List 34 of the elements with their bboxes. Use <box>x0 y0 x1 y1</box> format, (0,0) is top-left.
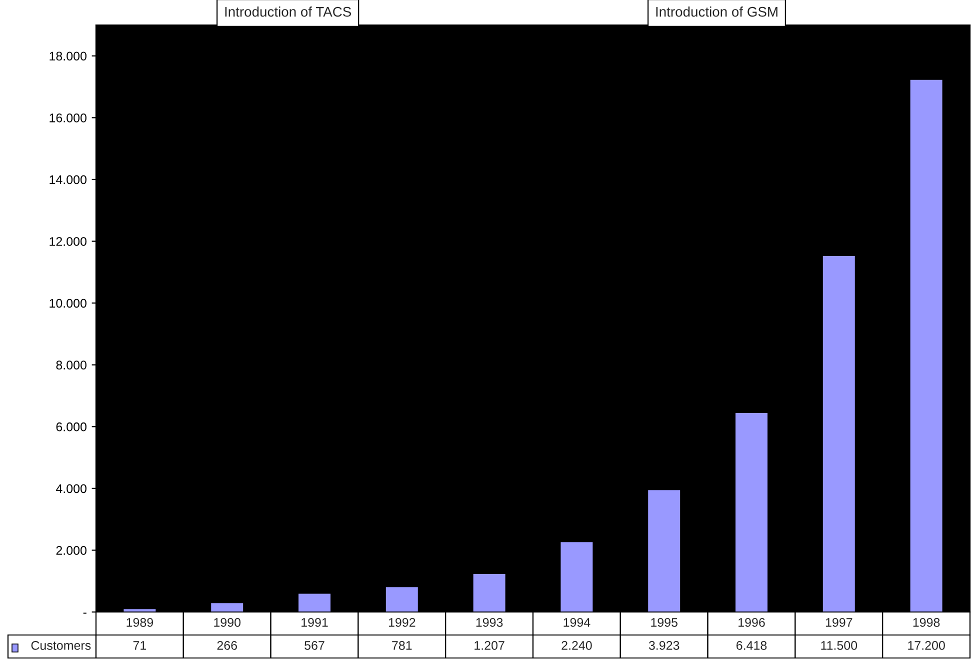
x-tick-label: 1993 <box>476 618 503 627</box>
bar <box>211 603 244 612</box>
data-label: 71 <box>133 641 146 650</box>
y-tick-label: 12.000 <box>50 237 86 246</box>
x-tick-label: 1991 <box>302 618 328 627</box>
y-tick-label: 16.000 <box>50 113 86 122</box>
x-tick-label: 1997 <box>826 618 852 627</box>
data-label: 567 <box>304 641 324 650</box>
data-label: 17.200 <box>908 641 945 650</box>
x-tick-label: 1989 <box>126 618 154 627</box>
x-tick-label: 1992 <box>388 618 416 627</box>
x-tick-label: 1990 <box>214 618 241 627</box>
x-tick-label: 1998 <box>913 618 940 627</box>
data-label: 3.923 <box>648 641 680 650</box>
data-label: 266 <box>217 641 237 650</box>
x-tick-label: 1995 <box>651 618 678 627</box>
text: Introduction of TACS <box>225 6 352 17</box>
y-tick-label: 18.000 <box>50 52 86 61</box>
data-label: 781 <box>392 641 412 650</box>
y-tick-label: 4.000 <box>56 484 86 494</box>
y-tick-label: 6.000 <box>56 422 86 432</box>
x-tick-label: 1994 <box>564 618 590 627</box>
y-tick-label: 10.000 <box>50 298 86 308</box>
y-tick-label: - <box>83 612 86 614</box>
x-tick-label: 1996 <box>738 618 765 627</box>
data-label: 1.207 <box>474 641 504 650</box>
legend-label: Customers <box>31 641 91 650</box>
y-tick-label: 14.000 <box>50 175 86 184</box>
y-tick-label: 8.000 <box>56 360 86 370</box>
y-tick-label: 2.000 <box>56 546 86 555</box>
data-label: 11.500 <box>821 641 858 650</box>
data-label: 2.240 <box>562 641 592 650</box>
text: Introduction of GSM <box>656 6 778 17</box>
data-label: 6.418 <box>736 641 767 650</box>
